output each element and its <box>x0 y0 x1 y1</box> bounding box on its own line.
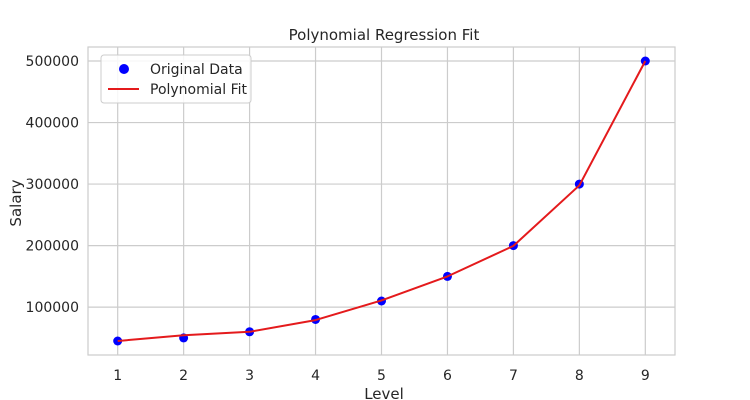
x-tick-label: 3 <box>245 368 254 384</box>
y-tick-label: 500000 <box>26 54 79 70</box>
polynomial-fit-line <box>117 60 647 342</box>
y-tick-label: 400000 <box>26 116 79 132</box>
plot-frame <box>87 46 676 356</box>
x-tick-label: 5 <box>377 368 386 384</box>
chart-title: Polynomial Regression Fit <box>289 26 480 44</box>
y-axis-label: Salary <box>7 179 25 226</box>
data-point <box>640 56 650 66</box>
y-tick-label: 200000 <box>26 239 79 255</box>
y-tick-label: 100000 <box>26 300 79 316</box>
x-tick-label: 6 <box>443 368 452 384</box>
grid-layer <box>88 47 675 355</box>
legend-box <box>100 54 252 104</box>
x-axis-label: Level <box>364 385 404 400</box>
legend-marker-original-data <box>119 64 129 74</box>
legend: Original Data Polynomial Fit <box>100 54 252 104</box>
x-tick-label: 7 <box>509 368 518 384</box>
x-tick-label: 1 <box>113 368 122 384</box>
y-tick-label: 300000 <box>26 177 79 193</box>
x-tick-label: 9 <box>641 368 650 384</box>
series-layer <box>113 56 650 346</box>
legend-label-original-data: Original Data <box>150 62 243 78</box>
x-tick-label: 2 <box>179 368 188 384</box>
x-tick-label: 8 <box>575 368 584 384</box>
data-point <box>113 336 123 346</box>
legend-label-polynomial-fit: Polynomial Fit <box>150 82 247 98</box>
tick-labels: 1 2 3 4 5 6 7 8 9 100000 200000 300000 400000 500000 <box>26 54 650 384</box>
x-tick-label: 4 <box>311 368 320 384</box>
